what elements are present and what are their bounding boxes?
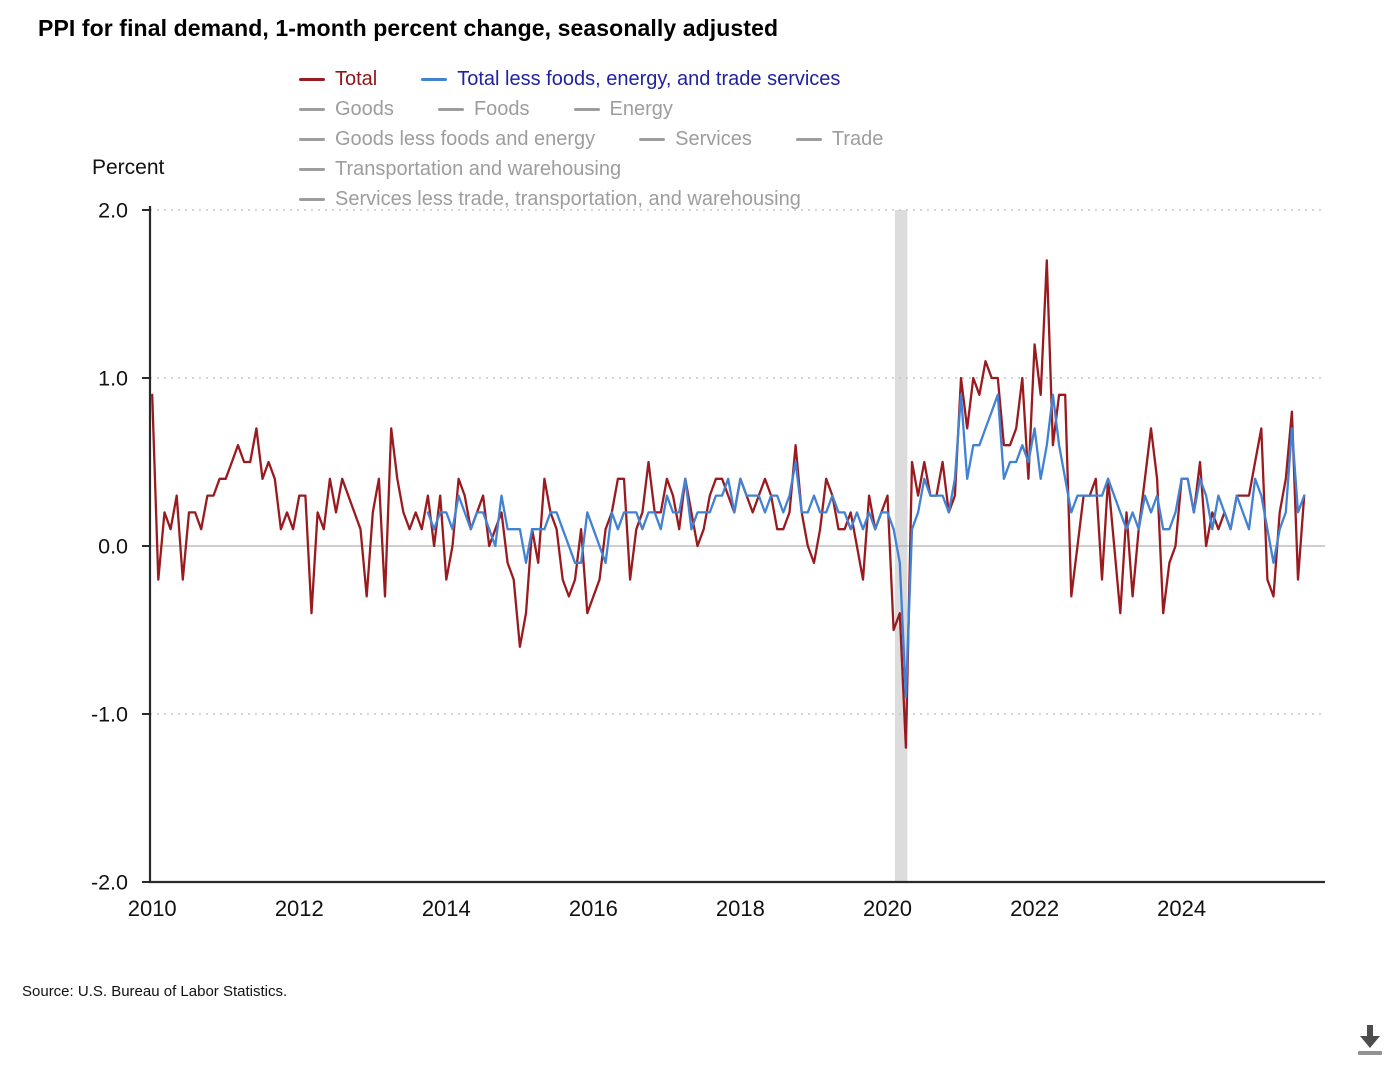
y-axis-title: Percent: [92, 156, 165, 179]
legend-label: Energy: [609, 97, 673, 120]
legend-label: Total: [335, 67, 378, 90]
x-tick-label: 2022: [1010, 896, 1059, 921]
y-tick-label: 1.0: [98, 367, 128, 391]
x-tick-label: 2016: [569, 896, 618, 921]
legend-dash-icon: [299, 137, 325, 141]
legend-dash-icon: [437, 107, 464, 111]
y-tick-label: -1.0: [91, 703, 128, 727]
legend-item-total[interactable]: Total: [299, 68, 377, 91]
legend-item-goods-less-foods-and-energy[interactable]: Goods less foods and energy: [299, 128, 595, 151]
legend-dash-icon: [639, 137, 666, 141]
y-tick-label: 0.0: [98, 535, 128, 559]
legend-label: Goods: [335, 97, 394, 120]
legend-label: Services: [675, 127, 752, 150]
legend-item-transportation-and-warehousing[interactable]: Transportation and warehousing: [299, 158, 621, 181]
download-button[interactable]: [1348, 1020, 1392, 1060]
legend-label: Total less foods, energy, and trade serv…: [457, 67, 841, 90]
source-note: Source: U.S. Bureau of Labor Statistics.: [22, 983, 288, 1000]
legend-item-goods[interactable]: Goods: [299, 98, 394, 121]
legend-row: Goods less foods and energy Services Trade: [299, 124, 883, 154]
download-icon: [1358, 1025, 1382, 1055]
y-tick-label: 2.0: [98, 199, 128, 223]
legend-item-trade[interactable]: Trade: [795, 127, 884, 151]
x-tick-label: 2020: [863, 896, 912, 921]
legend-dash-icon: [299, 197, 325, 201]
legend-dash-icon: [299, 77, 325, 81]
legend-dash-icon: [299, 167, 325, 171]
page-title: PPI for final demand, 1-month percent ch…: [38, 15, 779, 41]
legend-label: Transportation and warehousing: [335, 157, 622, 180]
legend-row: Goods Foods Energy: [299, 94, 883, 124]
legend-label: Goods less foods and energy: [335, 127, 596, 150]
legend-dash-icon: [795, 137, 822, 141]
legend-label: Foods: [473, 97, 530, 120]
legend-dash-icon: [421, 77, 448, 81]
x-tick-label: 2024: [1157, 896, 1206, 921]
legend-item-total-less-foods-energy-and-trade-services[interactable]: Total less foods, energy, and trade serv…: [421, 68, 840, 91]
series-total-less-foods-energy-trade-line: [426, 393, 1306, 699]
legend-label: Services less trade, transportation, and…: [335, 187, 801, 210]
y-tick-label: -2.0: [91, 871, 128, 895]
x-tick-label: 2010: [128, 896, 177, 921]
legend-item-services[interactable]: Services: [639, 128, 752, 151]
series-total-line: [151, 259, 1306, 749]
legend-item-services-less-trade-transportation-and-warehousing[interactable]: Services less trade, transportation, and…: [299, 188, 801, 211]
legend-row: Transportation and warehousing: [299, 154, 883, 184]
legend-label: Trade: [831, 127, 884, 150]
legend-row: Services less trade, transportation, and…: [299, 184, 883, 214]
legend-dash-icon: [299, 107, 325, 111]
legend-item-foods[interactable]: Foods: [437, 97, 530, 121]
x-tick-label: 2018: [716, 896, 765, 921]
chart-legend: Total Total less foods, energy, and trade…: [299, 64, 883, 214]
x-tick-label: 2014: [422, 896, 471, 921]
x-tick-label: 2012: [275, 896, 324, 921]
legend-dash-icon: [573, 107, 600, 111]
legend-row: Total Total less foods, energy, and trade…: [299, 64, 883, 94]
legend-item-energy[interactable]: Energy: [573, 97, 673, 121]
